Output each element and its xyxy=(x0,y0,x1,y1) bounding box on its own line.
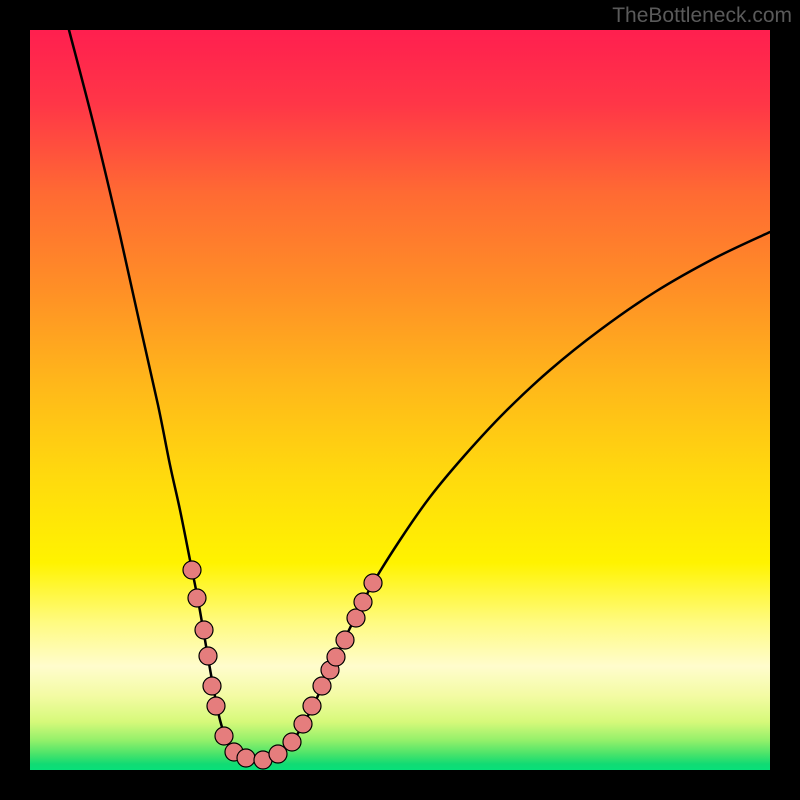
bottleneck-chart xyxy=(0,0,800,800)
data-marker xyxy=(215,727,233,745)
data-marker xyxy=(207,697,225,715)
data-marker xyxy=(303,697,321,715)
data-marker xyxy=(294,715,312,733)
data-marker xyxy=(354,593,372,611)
watermark-text: TheBottleneck.com xyxy=(612,4,792,28)
gradient-background xyxy=(30,30,770,770)
data-marker xyxy=(203,677,221,695)
data-marker xyxy=(183,561,201,579)
chart-container: TheBottleneck.com xyxy=(0,0,800,800)
data-marker xyxy=(199,647,217,665)
data-marker xyxy=(364,574,382,592)
data-marker xyxy=(327,648,345,666)
data-marker xyxy=(313,677,331,695)
data-marker xyxy=(195,621,213,639)
data-marker xyxy=(237,749,255,767)
data-marker xyxy=(347,609,365,627)
data-marker xyxy=(188,589,206,607)
data-marker xyxy=(283,733,301,751)
data-marker xyxy=(336,631,354,649)
